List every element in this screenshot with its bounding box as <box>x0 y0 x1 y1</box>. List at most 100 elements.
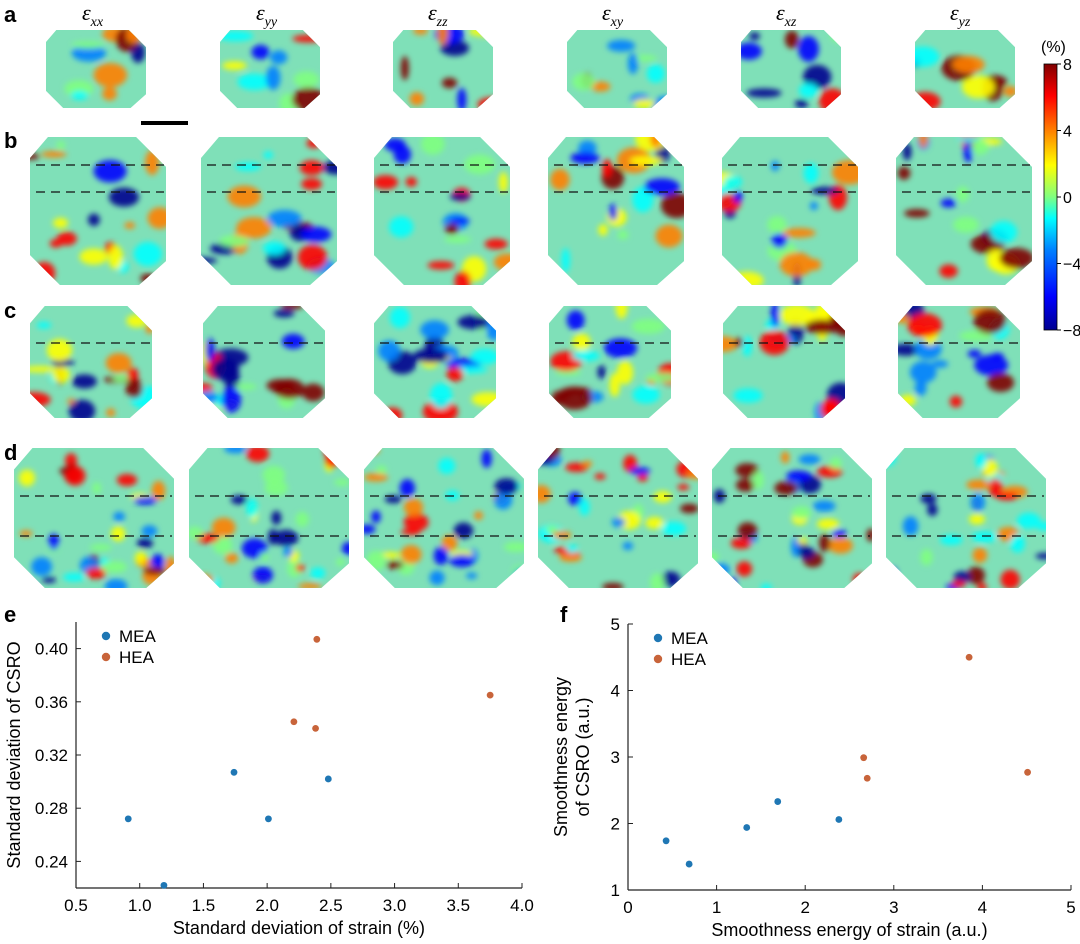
legend-marker-hea <box>653 654 663 664</box>
scatter-point-hea <box>312 725 319 732</box>
colorbar-tick-label: 0 <box>1063 190 1072 207</box>
colorbar-tick-label: −4 <box>1063 257 1080 274</box>
x-tick-label: 5 <box>1066 898 1075 917</box>
x-axis-label: Standard deviation of strain (%) <box>173 918 425 938</box>
y-axis-label: of CSRO (a.u.) <box>573 697 593 816</box>
scatter-point-mea <box>265 815 272 823</box>
strain-map <box>14 448 174 588</box>
scatter-point-mea <box>124 815 132 823</box>
x-tick-label: 4 <box>978 898 987 917</box>
panel-label-b: b <box>4 128 17 153</box>
y-tick-label: 5 <box>611 615 620 634</box>
strain-map <box>567 30 667 108</box>
legend-marker-mea <box>101 631 111 641</box>
legend-marker-mea <box>653 633 663 643</box>
colorbar-unit: (%) <box>1041 39 1066 56</box>
colorbar: (%) 8 4 0 −4 −8 <box>1041 39 1080 340</box>
strain-map <box>898 306 1020 418</box>
panel-label-d: d <box>4 440 17 465</box>
scatter-point-hea <box>965 653 973 661</box>
x-tick-label: 4.0 <box>510 896 534 915</box>
strain-map <box>712 448 872 588</box>
strain-map <box>220 30 320 108</box>
y-axis-label: Standard deviation of CSRO <box>4 641 24 868</box>
header-eps-xx: εxx <box>82 0 104 30</box>
scatter-point-mea <box>774 798 782 805</box>
colorbar-gradient <box>1043 63 1058 331</box>
strain-map <box>374 137 510 285</box>
strain-maps <box>14 30 1046 588</box>
strain-map <box>201 137 337 285</box>
scatter-point-hea <box>863 774 871 782</box>
header-eps-yy: εyy <box>256 0 278 30</box>
y-tick-label: 0.32 <box>35 746 68 765</box>
scatter-point-hea <box>1024 768 1031 776</box>
x-tick-label: 2.5 <box>319 896 343 915</box>
strain-map <box>538 448 698 588</box>
strain-map <box>886 448 1046 588</box>
x-tick-label: 2 <box>800 898 809 917</box>
legend-label-hea: HEA <box>671 650 707 669</box>
legend-marker-hea <box>101 652 111 662</box>
header-eps-xz: εxz <box>776 0 797 30</box>
scatter-point-mea <box>835 816 843 823</box>
x-axis-label: Smoothness energy of strain (a.u.) <box>711 920 987 940</box>
y-tick-label: 0.24 <box>35 852 68 871</box>
strain-map <box>548 137 684 285</box>
legend-label-hea: HEA <box>119 648 155 667</box>
y-tick-label: 0.40 <box>35 640 68 659</box>
colorbar-tick-label: 4 <box>1063 124 1072 141</box>
header-eps-zz: εzz <box>428 0 448 30</box>
x-tick-label: 2.0 <box>255 896 279 915</box>
strain-map <box>393 30 493 108</box>
y-tick-label: 3 <box>611 748 620 767</box>
y-axis-label: Smoothness energy <box>551 677 571 837</box>
header-eps-yz: εyz <box>950 0 971 30</box>
strain-headers: εxx εyy εzz εxy εxz εyz <box>82 0 971 30</box>
y-tick-label: 0.28 <box>35 799 68 818</box>
scatter-point-mea <box>662 837 670 845</box>
scatter-point-hea <box>290 718 298 726</box>
strain-map <box>915 30 1015 108</box>
strain-map <box>203 306 325 418</box>
panel-label-f: f <box>560 602 568 627</box>
scatter-chart-e: 0.5 1.0 1.5 2.0 2.5 3.0 3.5 4.0 0.24 0.28 0.32 0.36… <box>4 622 534 938</box>
scatter-point-hea <box>860 754 868 762</box>
y-tick-label: 1 <box>611 881 620 900</box>
colorbar-tick-label: 8 <box>1063 57 1072 74</box>
strain-map <box>896 137 1032 285</box>
scatter-point-mea <box>685 860 693 868</box>
panel-label-e: e <box>4 602 16 627</box>
panel-label-c: c <box>4 298 16 323</box>
strain-map <box>30 306 152 418</box>
x-tick-label: 1 <box>712 898 721 917</box>
strain-map <box>46 30 146 108</box>
scatter-point-mea <box>324 775 332 783</box>
strain-map <box>30 137 166 285</box>
x-tick-label: 1.5 <box>192 896 216 915</box>
panel-label-a: a <box>4 2 17 27</box>
strain-map <box>364 448 524 588</box>
y-tick-label: 0.36 <box>35 693 68 712</box>
strain-map <box>722 137 858 285</box>
y-tick-label: 2 <box>611 815 620 834</box>
strain-map <box>549 306 671 418</box>
strain-map <box>723 306 845 418</box>
y-tick-label: 4 <box>611 682 620 701</box>
colorbar-tick-label: −8 <box>1063 323 1080 340</box>
scatter-point-mea <box>743 824 751 831</box>
strain-map <box>741 30 841 108</box>
x-tick-label: 1.0 <box>128 896 152 915</box>
scatter-point-hea <box>486 691 494 699</box>
scatter-point-mea <box>230 768 238 776</box>
x-tick-label: 0 <box>623 898 632 917</box>
legend-label-mea: MEA <box>671 629 709 648</box>
legend-label-mea: MEA <box>119 627 157 646</box>
x-tick-label: 3.0 <box>383 896 407 915</box>
strain-map <box>374 306 496 418</box>
x-tick-label: 0.5 <box>64 896 88 915</box>
strain-map <box>189 448 349 588</box>
scatter-point-mea <box>160 881 168 889</box>
